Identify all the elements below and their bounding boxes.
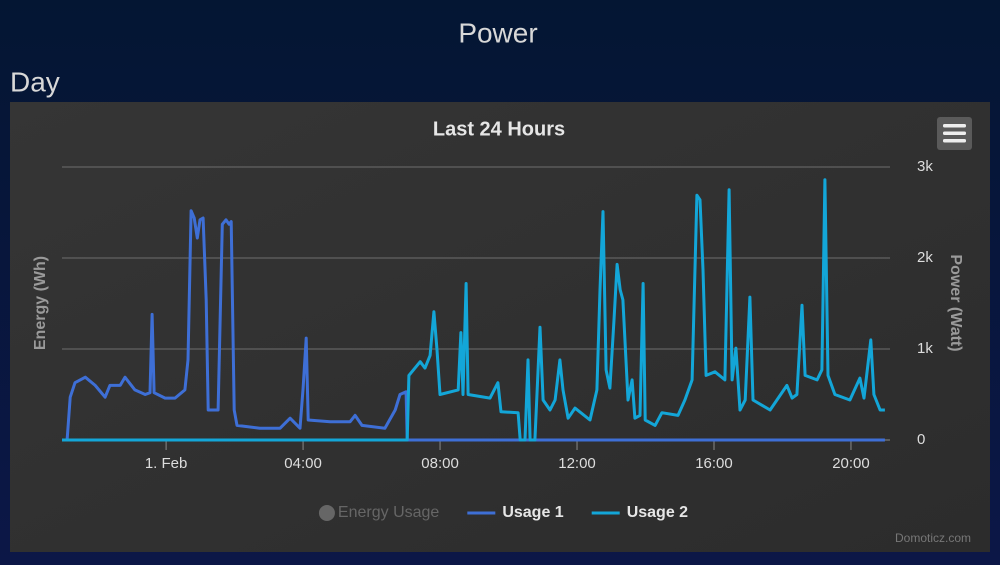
legend: Energy Usage Usage 1 Usage 2	[318, 504, 688, 521]
menu-icon-line	[943, 124, 966, 128]
legend-label: Usage 1	[502, 504, 563, 521]
credit: Domoticz.com	[895, 531, 971, 545]
chart-title: Last 24 Hours	[433, 118, 565, 140]
x-tick-label: 1. Feb	[145, 455, 188, 472]
menu-button[interactable]	[937, 117, 972, 150]
y-axis-title: Energy (Wh)	[32, 256, 49, 350]
legend-label: Energy Usage	[338, 504, 439, 521]
legend-item[interactable]: Usage 1	[467, 504, 564, 521]
y2-tick-label: 1k	[917, 340, 933, 357]
legend-item[interactable]: Usage 2	[591, 504, 688, 521]
y2-tick-label: 0	[917, 431, 925, 448]
series-line	[62, 178, 885, 442]
x-tick-label: 12:00	[558, 455, 596, 472]
menu-icon-line	[943, 131, 966, 135]
legend-label: Usage 2	[627, 504, 688, 521]
chart-panel	[10, 102, 990, 552]
x-tick-label: 20:00	[832, 455, 870, 472]
y2-axis-title: Power (Watt)	[947, 254, 964, 351]
page-title: Power	[458, 17, 537, 48]
y2-tick-label: 3k	[917, 158, 933, 175]
x-tick-label: 04:00	[284, 455, 322, 472]
legend-symbol	[318, 505, 335, 521]
legend-item[interactable]: Energy Usage	[318, 504, 439, 521]
x-tick-label: 16:00	[695, 455, 733, 472]
y2-tick-label: 2k	[917, 249, 933, 266]
x-tick-label: 08:00	[421, 455, 459, 472]
section-title: Day	[10, 66, 60, 97]
series-line	[65, 209, 885, 442]
menu-icon-line	[943, 139, 966, 143]
